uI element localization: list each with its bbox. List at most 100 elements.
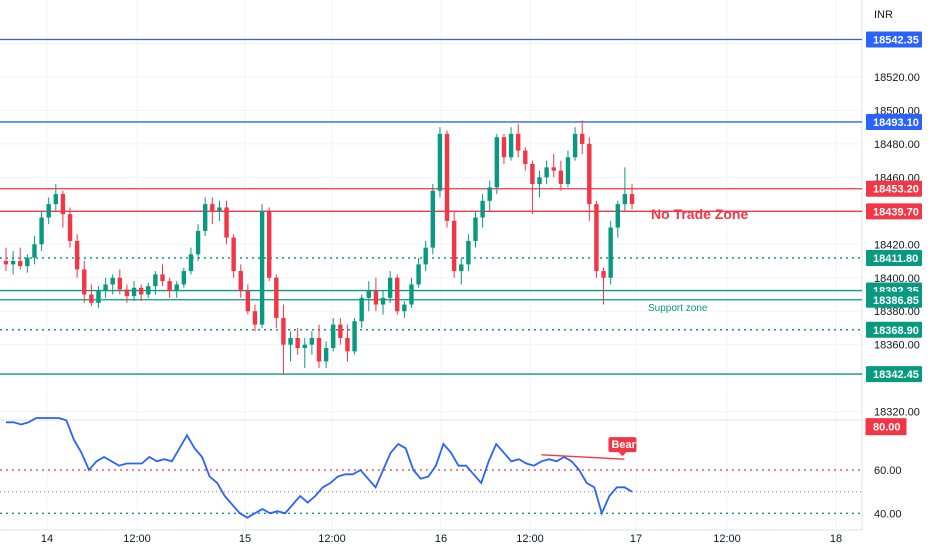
candle[interactable] — [359, 294, 364, 328]
candle[interactable] — [124, 284, 130, 303]
candle[interactable] — [473, 210, 478, 248]
candle[interactable] — [153, 271, 158, 295]
candle[interactable] — [409, 277, 414, 308]
candle[interactable] — [202, 197, 208, 236]
candle[interactable] — [373, 277, 379, 312]
candle-body — [146, 286, 151, 295]
candle[interactable] — [131, 281, 137, 302]
candle[interactable] — [10, 250, 16, 275]
candle[interactable] — [466, 234, 471, 272]
candle[interactable] — [565, 150, 571, 188]
candle[interactable] — [402, 301, 407, 318]
candle[interactable] — [366, 281, 372, 312]
candle[interactable] — [60, 190, 66, 228]
candle[interactable] — [430, 184, 436, 255]
candle[interactable] — [281, 304, 286, 375]
candle[interactable] — [387, 271, 393, 303]
candle[interactable] — [444, 130, 450, 228]
candle[interactable] — [288, 331, 293, 362]
candle[interactable] — [395, 274, 400, 315]
candle[interactable] — [110, 274, 115, 295]
rsi-line[interactable] — [6, 417, 633, 519]
candle[interactable] — [160, 264, 165, 287]
candle[interactable] — [181, 267, 187, 288]
time-axis[interactable]: 14 12:00 15 12:00 16 12:00 17 12:00 18 — [41, 533, 842, 545]
candle[interactable] — [167, 277, 172, 298]
candle[interactable] — [515, 123, 521, 158]
price-axis[interactable]: 18540.0018520.0018500.0018480.0018460.00… — [865, 31, 922, 521]
candle[interactable] — [615, 200, 620, 238]
candle[interactable] — [309, 331, 315, 355]
candle[interactable] — [622, 167, 628, 211]
candle[interactable] — [46, 197, 51, 225]
candle[interactable] — [210, 197, 215, 225]
candle[interactable] — [345, 324, 350, 362]
candle[interactable] — [117, 269, 123, 295]
candle[interactable] — [274, 274, 279, 328]
candle[interactable] — [103, 277, 108, 298]
candle[interactable] — [587, 137, 592, 221]
candle[interactable] — [579, 120, 585, 154]
candles[interactable] — [3, 120, 635, 375]
time-tick-label: 12:00 — [516, 533, 544, 545]
candle[interactable] — [266, 207, 272, 282]
candle[interactable] — [608, 220, 613, 285]
candle[interactable] — [25, 254, 30, 273]
candle[interactable] — [238, 264, 243, 298]
candle[interactable] — [39, 210, 44, 251]
candle[interactable] — [331, 317, 336, 352]
candle[interactable] — [416, 257, 421, 288]
candle[interactable] — [601, 267, 606, 305]
candle[interactable] — [494, 133, 500, 195]
candle[interactable] — [224, 200, 229, 245]
candle[interactable] — [487, 180, 492, 211]
candle[interactable] — [323, 341, 329, 369]
candle[interactable] — [423, 240, 428, 272]
candle[interactable] — [89, 284, 94, 307]
candle[interactable] — [188, 247, 194, 275]
candle[interactable] — [146, 282, 151, 298]
candle[interactable] — [380, 291, 386, 315]
candle[interactable] — [508, 127, 514, 161]
rsi-pane[interactable]: Bear — [0, 417, 862, 519]
candle[interactable] — [32, 235, 37, 265]
candle[interactable] — [74, 234, 80, 278]
candle[interactable] — [174, 281, 179, 298]
candle[interactable] — [459, 257, 464, 285]
candle[interactable] — [572, 127, 578, 161]
candle[interactable] — [338, 317, 343, 345]
candle[interactable] — [231, 234, 236, 278]
candle[interactable] — [594, 200, 599, 278]
level-lines — [0, 38, 862, 375]
candle[interactable] — [316, 324, 322, 369]
candle[interactable] — [558, 160, 564, 191]
candle[interactable] — [523, 147, 528, 171]
candle[interactable] — [217, 200, 222, 221]
candle[interactable] — [629, 184, 635, 210]
candle[interactable] — [437, 127, 443, 198]
candle[interactable] — [480, 194, 485, 228]
candle[interactable] — [3, 247, 9, 272]
candle[interactable] — [245, 284, 251, 315]
candle[interactable] — [67, 207, 73, 248]
candle[interactable] — [295, 327, 300, 355]
candle[interactable] — [252, 304, 258, 332]
price-badge-label: 18439.70 — [873, 206, 919, 218]
candle[interactable] — [259, 204, 265, 328]
candle[interactable] — [501, 133, 507, 164]
candle[interactable] — [18, 247, 23, 270]
price-tick-label: 18360.00 — [874, 340, 920, 352]
candle[interactable] — [537, 170, 542, 198]
candle[interactable] — [451, 210, 457, 278]
candle[interactable] — [96, 286, 101, 308]
candle[interactable] — [352, 317, 357, 355]
candle[interactable] — [195, 224, 201, 262]
candle[interactable] — [82, 261, 87, 303]
candle[interactable] — [53, 184, 59, 211]
candle[interactable] — [551, 153, 556, 178]
candle[interactable] — [530, 160, 535, 215]
candle[interactable] — [302, 338, 307, 369]
candle[interactable] — [544, 160, 549, 185]
candle[interactable] — [138, 284, 144, 302]
